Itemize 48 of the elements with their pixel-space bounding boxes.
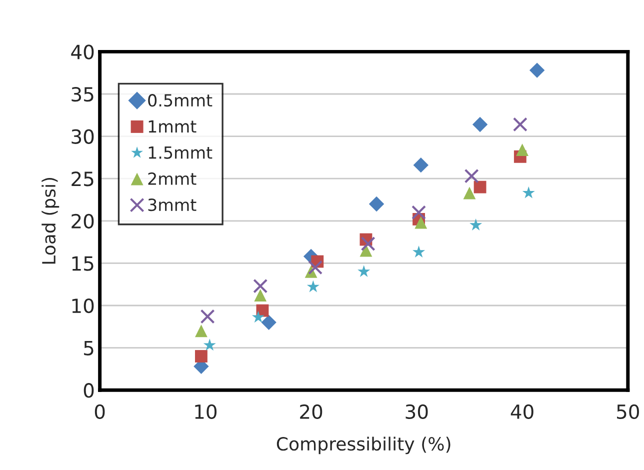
x-tick-label: 30 [406,404,428,420]
y-tick-label: 40 [71,44,94,60]
point [529,62,545,78]
point [261,314,276,330]
point [414,216,428,229]
y-axis-title: Load (psi) [42,178,60,264]
x-tick-label: 50 [617,404,639,420]
y-tick-label: 0 [84,383,94,398]
y-tick-label: 15 [72,256,94,271]
point [252,310,265,323]
point [306,280,320,292]
point [253,278,268,294]
x-tick-label: 20 [300,404,322,420]
point [358,265,370,277]
x-tick-label: 40 [510,404,534,420]
point [200,309,215,324]
point [413,157,428,173]
point [360,236,376,251]
legend-label: 1.5mmt [148,146,212,159]
x-axis-title: Compressibility (%) [276,436,450,454]
point [463,186,476,200]
y-tick-label: 30 [72,129,94,144]
legend-label: 0.5mmt [148,94,212,107]
point [412,205,426,220]
y-tick-label: 35 [72,86,94,102]
y-tick-label: 5 [84,341,94,356]
legend-label: 3mmt [148,198,196,212]
point [412,246,426,258]
point [472,116,488,132]
legend-label: 1mmt [148,120,196,133]
point [368,196,384,212]
point [522,186,535,198]
point [512,117,528,132]
point [195,324,208,338]
legend-label: 2mmt [148,172,196,185]
point [474,180,486,194]
x-tick-label: 10 [195,404,217,420]
y-tick-label: 10 [72,298,94,314]
point [203,338,216,351]
x-tick-label: 0 [94,404,105,420]
point [464,168,479,184]
point [470,218,482,230]
point [516,144,528,156]
point [308,260,323,275]
y-tick-label: 20 [72,214,94,229]
point [254,289,267,302]
y-tick-label: 25 [72,172,94,186]
point [195,350,208,362]
